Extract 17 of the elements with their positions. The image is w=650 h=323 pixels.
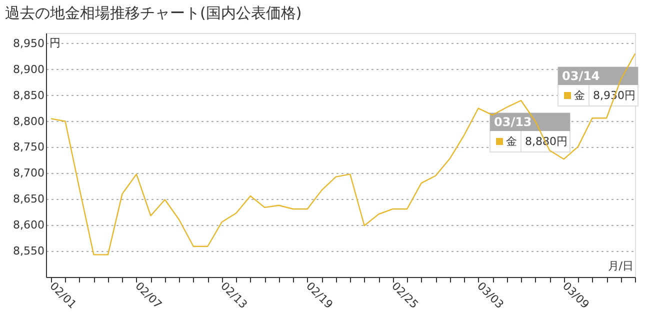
chart-title: 過去の地金相場推移チャート(国内公表価格) — [5, 4, 302, 22]
y-tick-label: 8,650 — [13, 192, 44, 206]
annotation: 03/13 — [494, 115, 532, 129]
y-tick-label: 8,700 — [13, 166, 44, 180]
legend-label: 金 — [506, 135, 517, 148]
line-series — [50, 53, 636, 256]
y-tick-label: 8,900 — [13, 62, 44, 76]
y-axis-title: 円 — [50, 36, 60, 50]
text: 金 — [574, 89, 585, 102]
annotation: 03/14 — [562, 69, 600, 83]
y-tick-label: 8,600 — [13, 218, 44, 232]
x-axis-title: 月/日 — [608, 260, 634, 272]
y-tick-label: 8,850 — [13, 88, 44, 102]
y-tick-label: 8,550 — [13, 244, 44, 258]
y-tick-label: 8,950 — [13, 36, 44, 50]
y-tick-label: 8,750 — [13, 140, 44, 154]
y-tick-label: 8,800 — [13, 114, 44, 128]
